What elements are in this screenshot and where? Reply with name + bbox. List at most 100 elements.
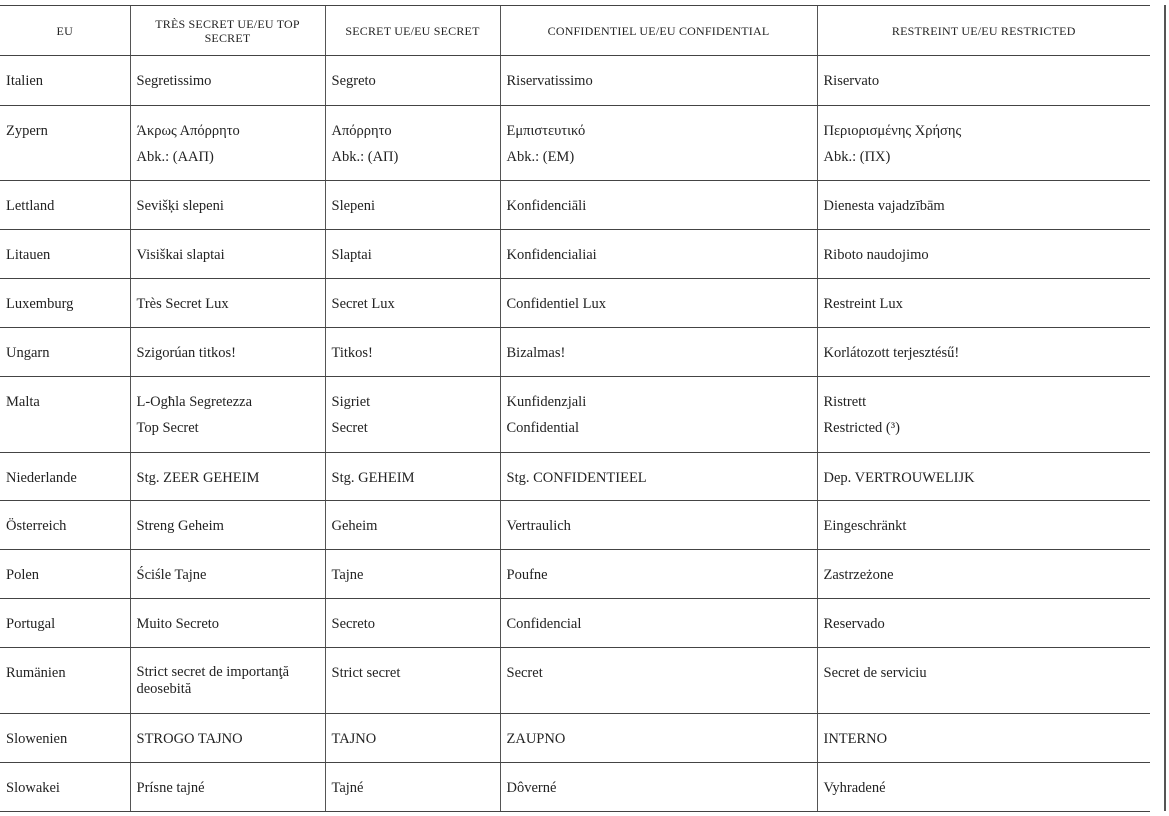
table-row: Litauen Visiškai slaptai Slaptai Konfidenci… — [0, 229, 1150, 279]
table-row: Österreich Streng Geheim Geheim Vertraulich… — [0, 500, 1150, 550]
classification-cell: Vyhradené — [816, 762, 1150, 812]
cell-text: L-Ogħla Segretezza — [136, 394, 253, 410]
cell-text: Secret — [331, 420, 368, 436]
classification-cell: Korlátozott terjesztésű! — [816, 327, 1150, 377]
cell-text: ZAUPNO — [506, 731, 566, 747]
table-row: Slowenien STROGO TAJNO TAJNO ZAUPNO INTERNO — [0, 713, 1150, 763]
cell-text: Secret de serviciu — [823, 665, 927, 681]
cell-text: Dienesta vajadzībām — [823, 198, 945, 214]
country-cell: Slowenien — [0, 713, 130, 763]
cell-text: Vyhradené — [823, 780, 886, 796]
cell-text: Secreto — [331, 616, 375, 632]
table-row: Polen Ściśle Tajne Tajne Poufne Zastrzeżone — [0, 549, 1150, 599]
cell-text: Bizalmas! — [506, 345, 566, 361]
table-row: Slowakei Prísne tajné Tajné Dôverné Vyhraden… — [0, 762, 1150, 812]
classification-cell: Dienesta vajadzībām — [816, 180, 1150, 230]
cell-text: Eingeschränkt — [823, 518, 907, 534]
classification-cell: Απόρρητο Abk.: (ΑΠ) — [324, 105, 500, 181]
classification-cell: Eingeschränkt — [816, 500, 1150, 550]
cell-text: Sevišķi slepeni — [136, 198, 224, 214]
cell-text: Abk.: (ΠΧ) — [823, 149, 891, 165]
cell-text: Segreto — [331, 73, 376, 89]
classification-cell: Dep. VERTROUWELIJK — [816, 452, 1150, 501]
cell-text: Stg. CONFIDENTIEEL — [506, 470, 647, 486]
header-confidential: CONFIDENTIEL UE/EU CONFIDENTIAL — [499, 5, 817, 56]
cell-text: Strict secret de importanţă deosebită — [136, 664, 290, 697]
cell-text: Stg. GEHEIM — [331, 470, 415, 486]
classification-cell: Zastrzeżone — [816, 549, 1150, 599]
cell-text: Top Secret — [136, 420, 199, 436]
cell-text: Άκρως Απόρρητο — [136, 123, 240, 139]
header-restricted: RESTREINT UE/EU RESTRICTED — [816, 5, 1150, 56]
classification-cell: Poufne — [499, 549, 817, 599]
classification-cell: Secret — [499, 647, 817, 714]
cell-text: Restricted (³) — [823, 420, 900, 436]
cell-text: Geheim — [331, 518, 378, 534]
country-cell: Luxemburg — [0, 278, 130, 328]
cell-text: Ściśle Tajne — [136, 567, 207, 583]
classification-cell: Stg. GEHEIM — [324, 452, 500, 501]
cell-text: Confidential — [506, 420, 580, 436]
classification-cell: Tajné — [324, 762, 500, 812]
cell-text: Απόρρητο — [331, 123, 392, 139]
classification-cell: Segreto — [324, 55, 500, 106]
cell-text: Visiškai slaptai — [136, 247, 225, 263]
cell-text: INTERNO — [823, 731, 888, 747]
classification-cell: STROGO TAJNO — [129, 713, 325, 763]
cell-text: Confidentiel Lux — [506, 296, 606, 312]
cell-text: Riboto naudojimo — [823, 247, 929, 263]
cell-text: Kunfidenzjali — [506, 394, 587, 410]
table-row: Portugal Muito Secreto Secreto Confidencial… — [0, 598, 1150, 648]
cell-text: Dep. VERTROUWELIJK — [823, 470, 975, 486]
table-row: Italien Segretissimo Segreto Riservatissimo… — [0, 55, 1150, 106]
cell-text: Abk.: (ΑΑΠ) — [136, 149, 214, 165]
table-row: Ungarn Szigorúan titkos! Titkos! Bizalmas! K… — [0, 327, 1150, 377]
cell-text: Konfidencialiai — [506, 247, 597, 263]
classification-cell: Tajne — [324, 549, 500, 599]
classification-cell: Περιορισμένης Χρήσης Abk.: (ΠΧ) — [816, 105, 1150, 181]
classification-cell: Kunfidenzjali Confidential — [499, 376, 817, 453]
classification-cell: Konfidencialiai — [499, 229, 817, 279]
cell-text: Dôverné — [506, 780, 557, 796]
cell-text: Secret Lux — [331, 296, 395, 312]
classification-cell: Riservatissimo — [499, 55, 817, 106]
cell-text: Streng Geheim — [136, 518, 224, 534]
country-cell: Litauen — [0, 229, 130, 279]
cell-text: Strict secret — [331, 665, 401, 681]
cell-text: Poufne — [506, 567, 548, 583]
cell-text: Tajné — [331, 780, 364, 796]
classification-cell: Slepeni — [324, 180, 500, 230]
cell-text: Περιορισμένης Χρήσης — [823, 123, 962, 139]
header-secret: SECRET UE/EU SECRET — [324, 5, 500, 56]
classification-cell: Stg. ZEER GEHEIM — [129, 452, 325, 501]
cell-text: Segretissimo — [136, 73, 212, 89]
classification-cell: Titkos! — [324, 327, 500, 377]
country-cell: Niederlande — [0, 452, 130, 501]
classification-cell: Secret Lux — [324, 278, 500, 328]
table-row: Zypern Άκρως Απόρρητο Abk.: (ΑΑΠ) Απόρρητο A… — [0, 105, 1150, 181]
classification-cell: Dôverné — [499, 762, 817, 812]
cell-text: Très Secret Lux — [136, 296, 229, 312]
country-cell: Polen — [0, 549, 130, 599]
classification-cell: Szigorúan titkos! — [129, 327, 325, 377]
classification-cell: Sevišķi slepeni — [129, 180, 325, 230]
cell-text: Konfidenciāli — [506, 198, 587, 214]
country-cell: Lettland — [0, 180, 130, 230]
country-cell: Italien — [0, 55, 130, 106]
cell-text: Stg. ZEER GEHEIM — [136, 470, 260, 486]
country-cell: Rumänien — [0, 647, 130, 714]
classification-cell: Konfidenciāli — [499, 180, 817, 230]
cell-text: Sigriet — [331, 394, 371, 410]
classification-cell: Riboto naudojimo — [816, 229, 1150, 279]
cell-text: TAJNO — [331, 731, 377, 747]
cell-text: Restreint Lux — [823, 296, 903, 312]
country-cell: Malta — [0, 376, 130, 453]
classification-cell: Confidencial — [499, 598, 817, 648]
classification-cell: Segretissimo — [129, 55, 325, 106]
cell-text: Prísne tajné — [136, 780, 205, 796]
table-row: Luxemburg Très Secret Lux Secret Lux Confid… — [0, 278, 1150, 328]
cell-text: Riservato — [823, 73, 880, 89]
classification-cell: Sigriet Secret — [324, 376, 500, 453]
cell-text: Slepeni — [331, 198, 376, 214]
header-top-secret: TRÈS SECRET UE/EU TOP SECRET — [129, 5, 325, 56]
